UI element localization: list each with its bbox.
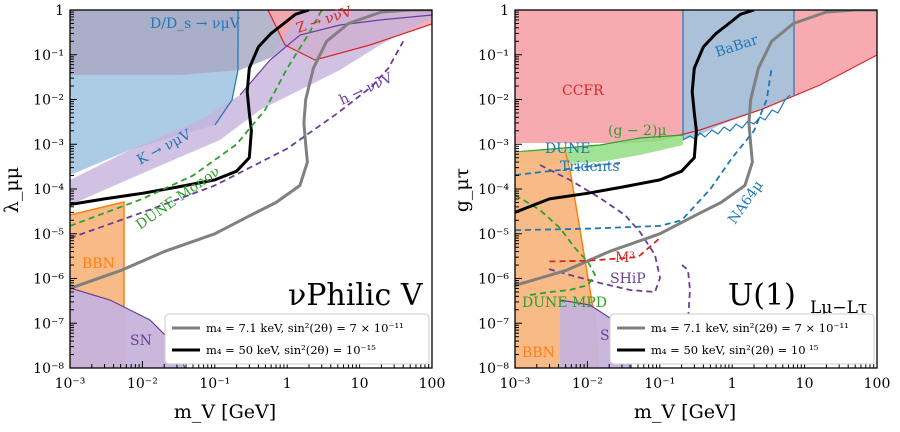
right-xlabel: m_V [GeV] xyxy=(634,401,736,423)
region-k-edge xyxy=(214,10,239,126)
left-x-tick-label: 10⁻¹ xyxy=(199,376,230,392)
left-y-tick-label: 10⁻³ xyxy=(33,137,64,153)
label-ccfr: CCFR xyxy=(562,83,604,99)
left-y-tick-label: 10⁻⁴ xyxy=(33,182,64,198)
left-x-tick-label: 10 xyxy=(351,376,369,392)
right-ylabel: g_μτ xyxy=(451,168,473,213)
right-series-line-0 xyxy=(515,10,877,287)
ship-curve xyxy=(539,164,661,293)
left-xlabel: m_V [GeV] xyxy=(174,401,276,423)
label-tridents: Tridents xyxy=(560,159,620,175)
label-sn-left: SN xyxy=(130,333,152,349)
dune-mpd-curve xyxy=(515,194,597,296)
region-z-edge xyxy=(267,10,432,61)
label-d-decay: D/D_s → νμV xyxy=(150,16,241,32)
right-y-tick-label: 10⁻⁴ xyxy=(478,182,509,198)
region-g-minus-2-edge xyxy=(515,134,684,153)
right-title-subscript: Lμ−Lτ xyxy=(810,298,867,318)
left-series-line-0 xyxy=(70,10,432,290)
label-dune-mpd: DUNE MPD xyxy=(522,295,607,311)
right-y-tick-label: 10⁻⁸ xyxy=(478,361,509,377)
left-x-tick-label: 1 xyxy=(283,376,292,392)
legend-label-black-right: m₄ = 50 keV, sin²(2θ) = 10 ¹⁵ xyxy=(651,343,819,357)
right-x-tick-label: 10⁻¹ xyxy=(644,376,675,392)
label-dune-mono: DUNE Monoν xyxy=(133,164,223,234)
region-sn xyxy=(70,288,185,368)
left-series-line-2 xyxy=(70,10,323,227)
left-ylabel: λ_μμ xyxy=(1,167,23,213)
label-bbn-left: BBN xyxy=(82,256,115,272)
right-x-tick-label: 1 xyxy=(728,376,737,392)
label-ship: SHiP xyxy=(610,271,646,287)
label-dune: DUNE xyxy=(545,141,591,157)
left-x-tick-label: 100 xyxy=(419,376,446,392)
babar-noisy-edge xyxy=(682,94,791,141)
right-panel: 10⁻³ 10⁻² 10⁻¹ 1 10 100 10⁻⁸ 10⁻⁷ 10⁻⁶ 10⁻⁵ 10⁻⁴ 10… xyxy=(451,3,890,423)
right-series-line-2 xyxy=(515,68,773,232)
right-series-line-3 xyxy=(549,237,661,263)
left-y-tick-label: 10⁻¹ xyxy=(33,48,64,64)
label-h-decay: h → νν̄V xyxy=(337,70,396,109)
left-series-line-1 xyxy=(70,10,310,206)
left-x-tick-label: 10⁻² xyxy=(127,376,158,392)
right-y-tick-label: 10⁻¹ xyxy=(478,48,509,64)
label-bbn-right: BBN xyxy=(522,345,555,361)
region-purple-edge xyxy=(239,14,432,96)
left-y-tick-label: 1 xyxy=(55,3,64,19)
dune-tridents-curve xyxy=(515,162,621,176)
label-m3: M³ xyxy=(615,250,635,266)
right-title: U(1) xyxy=(728,278,796,313)
right-y-tick-label: 10⁻⁷ xyxy=(478,316,509,332)
left-y-tick-label: 10⁻⁸ xyxy=(33,361,64,377)
right-x-tick-label: 10⁻³ xyxy=(500,376,531,392)
left-y-tick-label: 10⁻⁶ xyxy=(33,272,64,288)
right-y-tick-label: 1 xyxy=(500,3,509,19)
left-series-line-3 xyxy=(70,40,404,239)
right-series-line-1 xyxy=(515,10,755,214)
right-x-tick-label: 100 xyxy=(864,376,891,392)
region-babar xyxy=(683,10,794,140)
legend-label-black: m₄ = 50 keV, sin²(2θ) = 10⁻¹⁵ xyxy=(206,343,376,357)
legend-label-gray-right: m₄ = 7.1 keV, sin²(2θ) = 7 × 10⁻¹¹ xyxy=(651,321,849,335)
left-title: νPhilic V xyxy=(288,278,424,313)
legend-left: m₄ = 7.1 keV, sin²(2θ) = 7 × 10⁻¹¹ m₄ = … xyxy=(164,313,430,365)
legend-label-gray: m₄ = 7.1 keV, sin²(2θ) = 7 × 10⁻¹¹ xyxy=(206,321,404,335)
region-purple-upper xyxy=(70,10,432,205)
right-x-tick-label: 10⁻² xyxy=(572,376,603,392)
left-panel: 10⁻³ 10⁻² 10⁻¹ 1 10 100 10⁻⁸ 10⁻⁷ 10⁻⁶ 10⁻⁵ 10⁻⁴ 10… xyxy=(1,3,445,423)
left-y-tick-label: 10⁻⁷ xyxy=(33,316,64,332)
right-y-tick-label: 10⁻² xyxy=(478,93,509,109)
left-y-tick-label: 10⁻⁵ xyxy=(33,227,64,243)
right-y-tick-label: 10⁻³ xyxy=(478,137,509,153)
left-y-tick-label: 10⁻² xyxy=(33,93,64,109)
left-x-tick-label: 10⁻³ xyxy=(55,376,86,392)
label-g-minus-2: (g − 2)μ xyxy=(608,123,667,139)
right-y-tick-label: 10⁻⁶ xyxy=(478,272,509,288)
right-y-tick-label: 10⁻⁵ xyxy=(478,227,509,243)
region-d-to-numuv xyxy=(70,10,300,75)
legend-right: m₄ = 7.1 keV, sin²(2θ) = 7 × 10⁻¹¹ m₄ = … xyxy=(609,313,875,365)
right-x-tick-label: 10 xyxy=(796,376,814,392)
